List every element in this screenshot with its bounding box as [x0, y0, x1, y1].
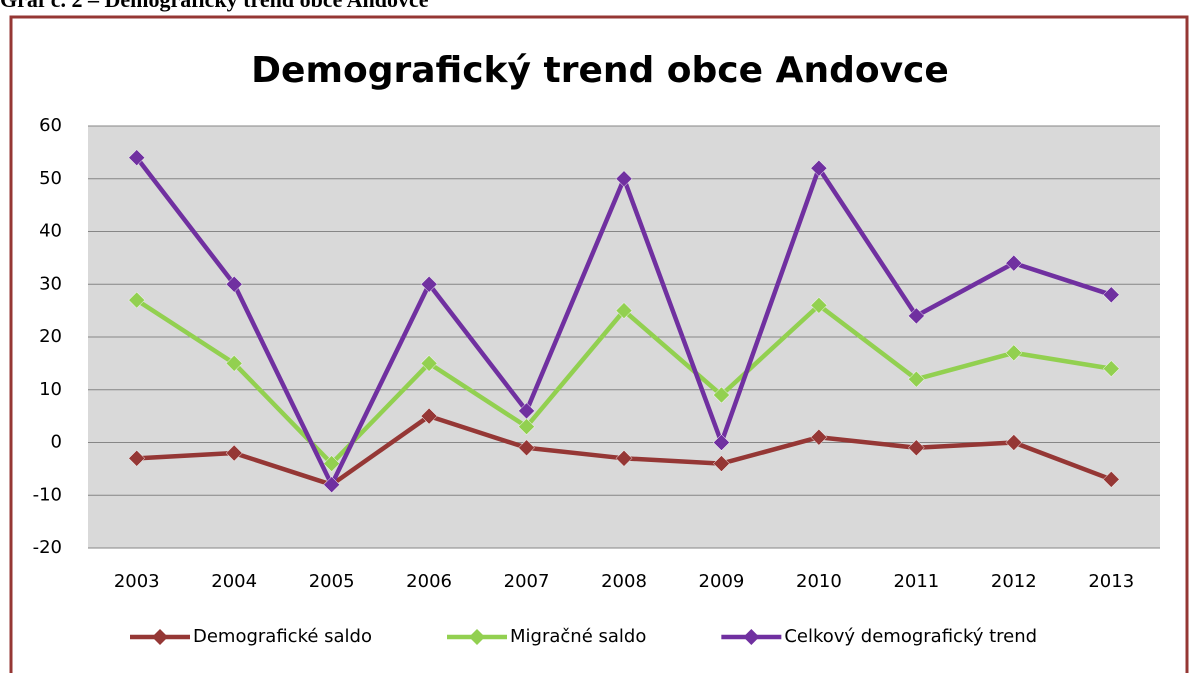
marker	[128, 291, 146, 309]
marker	[713, 455, 730, 472]
legend-marker	[152, 629, 168, 645]
marker	[1102, 286, 1120, 304]
marker	[810, 428, 828, 446]
legend-marker	[469, 629, 485, 645]
marker	[128, 449, 146, 467]
marker	[908, 307, 925, 325]
legend-label: Demografické saldo	[193, 626, 372, 647]
marker	[518, 418, 535, 436]
x-tick-label: 2011	[893, 571, 939, 592]
marker	[225, 355, 243, 372]
chart-title: Demografický trend obce Andovce	[251, 50, 949, 91]
marker	[225, 275, 243, 293]
y-tick-label: 60	[39, 115, 62, 136]
y-tick-label: 30	[39, 273, 62, 294]
legend-label: Celkový demografický trend	[784, 626, 1037, 647]
marker	[1102, 360, 1120, 378]
marker	[1005, 254, 1023, 272]
marker	[420, 355, 438, 372]
y-tick-label: -10	[33, 484, 62, 505]
y-tick-label: 50	[39, 168, 62, 189]
y-tick-label: 0	[51, 432, 62, 453]
marker	[225, 444, 243, 462]
marker	[1005, 344, 1023, 362]
x-tick-label: 2010	[796, 571, 842, 592]
marker	[810, 296, 828, 314]
x-tick-label: 2009	[699, 571, 745, 592]
marker	[615, 302, 633, 319]
marker	[615, 449, 633, 467]
marker	[713, 386, 730, 404]
marker	[810, 159, 828, 177]
marker	[713, 434, 730, 451]
y-tick-label: 40	[39, 221, 62, 242]
marker	[420, 275, 438, 293]
x-tick-label: 2004	[211, 571, 257, 592]
x-tick-label: 2012	[991, 571, 1037, 592]
marker	[420, 407, 438, 425]
caption: Graf č. 2 – Demografický trend obce Ando…	[0, 0, 429, 12]
marker	[518, 439, 535, 457]
x-tick-label: 2003	[114, 571, 160, 592]
marker	[323, 476, 340, 494]
marker	[128, 149, 146, 167]
marker	[323, 455, 340, 472]
marker	[518, 402, 535, 420]
x-tick-label: 2013	[1088, 571, 1134, 592]
x-tick-label: 2007	[504, 571, 550, 592]
legend-label: Migračné saldo	[510, 626, 646, 647]
y-tick-label: 10	[39, 379, 62, 400]
y-tick-label: -20	[33, 537, 62, 558]
marker	[908, 439, 925, 457]
x-tick-label: 2006	[406, 571, 452, 592]
marker	[908, 370, 925, 388]
legend-marker	[743, 629, 760, 645]
marker	[1005, 434, 1023, 451]
x-tick-label: 2008	[601, 571, 647, 592]
x-tick-label: 2005	[309, 571, 355, 592]
marker	[1102, 471, 1120, 488]
y-tick-label: 20	[39, 326, 62, 347]
marker	[615, 170, 633, 188]
